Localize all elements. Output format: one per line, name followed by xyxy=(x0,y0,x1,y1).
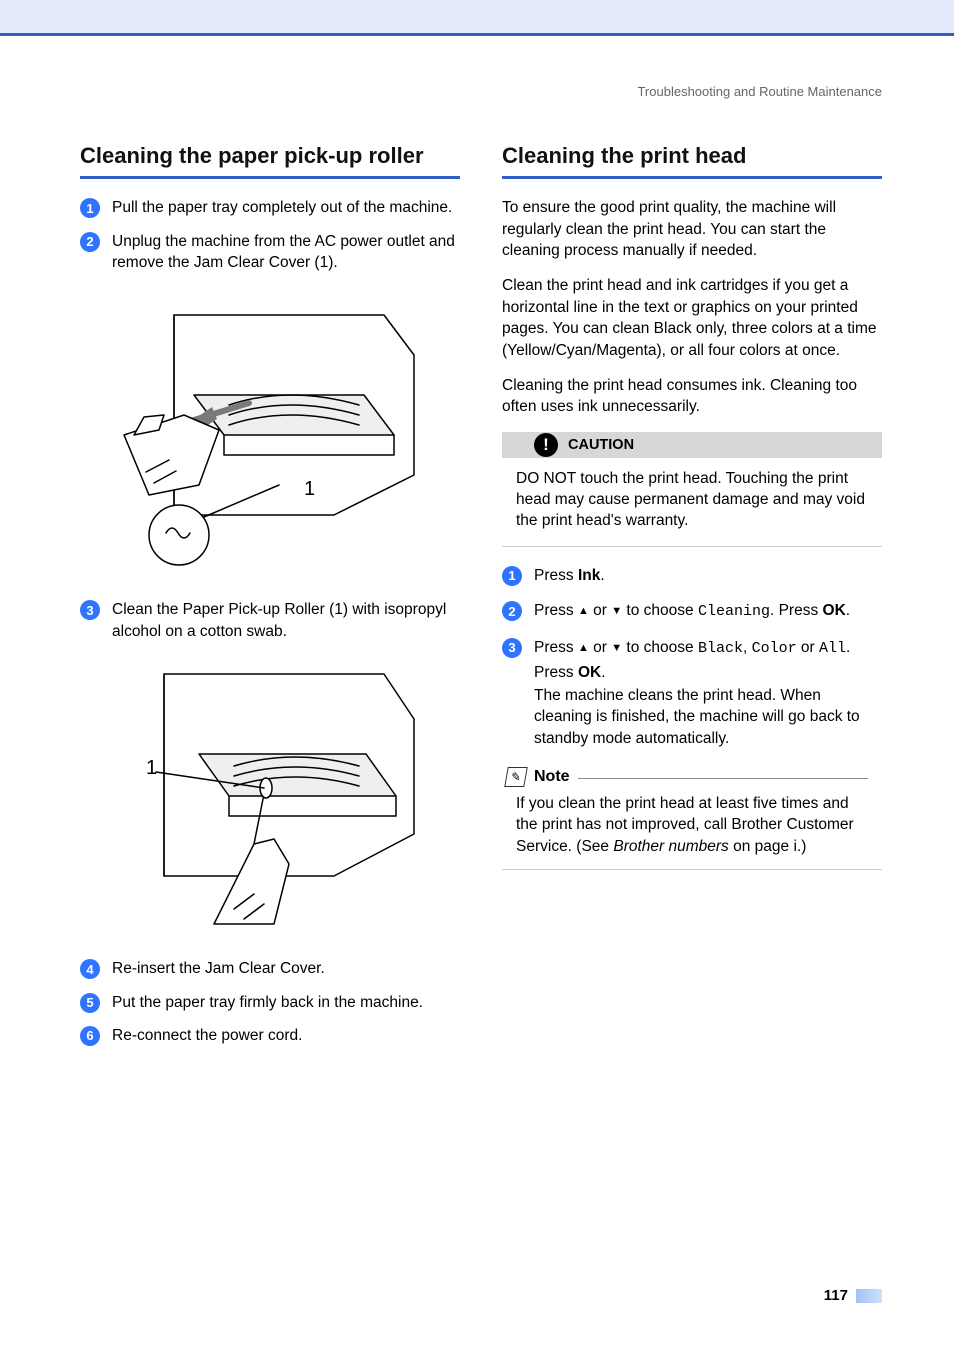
note-icon: ✎ xyxy=(504,767,528,787)
right-heading-rule xyxy=(502,176,882,179)
left-step-2-text: Unplug the machine from the AC power out… xyxy=(112,231,460,274)
left-step-5: 5 Put the paper tray firmly back in the … xyxy=(80,992,460,1013)
caution-block: ! CAUTION DO NOT touch the print head. T… xyxy=(502,432,882,547)
note-label: Note xyxy=(534,768,570,786)
page-body: Troubleshooting and Routine Maintenance … xyxy=(0,36,954,1082)
fig2-callout: 1 xyxy=(146,757,157,779)
step-bullet-r1: 1 xyxy=(502,566,522,586)
up-arrow-icon: ▲ xyxy=(578,642,589,654)
step-bullet-r3: 3 xyxy=(502,638,522,658)
page-tab-icon xyxy=(856,1289,882,1303)
step-bullet-r2: 2 xyxy=(502,601,522,621)
left-column: Cleaning the paper pick-up roller 1 Pull… xyxy=(80,143,460,1058)
caution-text: DO NOT touch the print head. Touching th… xyxy=(502,468,882,547)
right-step-2-text: Press ▲ or ▼ to choose Cleaning. Press O… xyxy=(534,600,850,625)
left-step-3-text: Clean the Paper Pick-up Roller (1) with … xyxy=(112,599,460,642)
step-bullet-6: 6 xyxy=(80,1026,100,1046)
right-column: Cleaning the print head To ensure the go… xyxy=(502,143,882,1058)
note-text: If you clean the print head at least fiv… xyxy=(506,793,868,857)
two-column-layout: Cleaning the paper pick-up roller 1 Pull… xyxy=(80,143,882,1058)
step-bullet-2: 2 xyxy=(80,232,100,252)
fig1-callout: 1 xyxy=(304,478,315,500)
left-step-1: 1 Pull the paper tray completely out of … xyxy=(80,197,460,218)
left-step-3: 3 Clean the Paper Pick-up Roller (1) wit… xyxy=(80,599,460,642)
right-step-3: 3 Press ▲ or ▼ to choose Black, Color or… xyxy=(502,637,882,751)
step-bullet-4: 4 xyxy=(80,959,100,979)
step-bullet-1: 1 xyxy=(80,198,100,218)
left-step-1-text: Pull the paper tray completely out of th… xyxy=(112,197,452,218)
note-block: ✎ Note If you clean the print head at le… xyxy=(502,767,882,870)
step-bullet-5: 5 xyxy=(80,993,100,1013)
down-arrow-icon: ▼ xyxy=(611,605,622,617)
left-step-6-text: Re-connect the power cord. xyxy=(112,1025,302,1046)
left-heading: Cleaning the paper pick-up roller xyxy=(80,143,460,168)
left-step-4-text: Re-insert the Jam Clear Cover. xyxy=(112,958,325,979)
right-para-1: To ensure the good print quality, the ma… xyxy=(502,197,882,261)
caution-icon: ! xyxy=(534,433,558,457)
down-arrow-icon: ▼ xyxy=(611,642,622,654)
figure-jam-clear-cover: 1 xyxy=(104,285,460,585)
right-para-3: Cleaning the print head consumes ink. Cl… xyxy=(502,375,882,418)
left-step-4: 4 Re-insert the Jam Clear Cover. xyxy=(80,958,460,979)
page-number: 117 xyxy=(824,1287,882,1304)
right-step-1-text: Press Ink. xyxy=(534,565,605,588)
caution-bar: ! CAUTION xyxy=(502,432,882,458)
right-para-2: Clean the print head and ink cartridges … xyxy=(502,275,882,361)
left-heading-rule xyxy=(80,176,460,179)
right-step-2: 2 Press ▲ or ▼ to choose Cleaning. Press… xyxy=(502,600,882,625)
left-step-6: 6 Re-connect the power cord. xyxy=(80,1025,460,1046)
right-step-1: 1 Press Ink. xyxy=(502,565,882,588)
note-rule xyxy=(578,778,868,779)
running-head: Troubleshooting and Routine Maintenance xyxy=(80,84,882,99)
left-step-5-text: Put the paper tray firmly back in the ma… xyxy=(112,992,423,1013)
right-heading: Cleaning the print head xyxy=(502,143,882,168)
left-step-2: 2 Unplug the machine from the AC power o… xyxy=(80,231,460,274)
up-arrow-icon: ▲ xyxy=(578,605,589,617)
figure-pickup-roller-clean: 1 xyxy=(104,654,460,944)
caution-label: CAUTION xyxy=(568,437,634,453)
right-step-3-text: Press ▲ or ▼ to choose Black, Color or A… xyxy=(534,637,882,751)
header-band xyxy=(0,0,954,36)
step-bullet-3: 3 xyxy=(80,600,100,620)
